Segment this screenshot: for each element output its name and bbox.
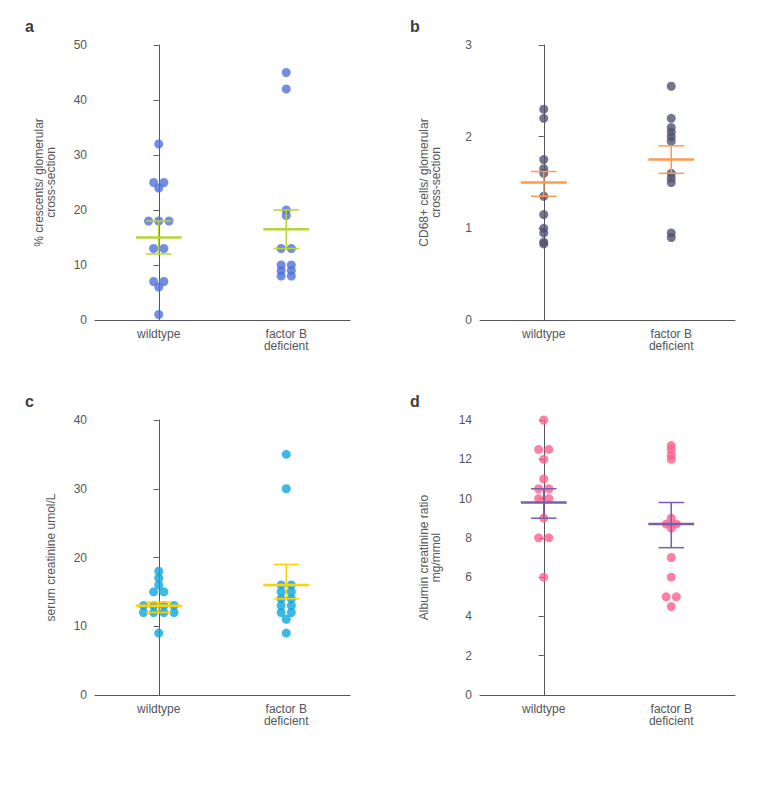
- svg-text:4: 4: [465, 609, 472, 623]
- svg-text:2: 2: [465, 130, 472, 144]
- svg-text:2: 2: [465, 649, 472, 663]
- svg-text:20: 20: [74, 551, 88, 565]
- svg-text:c: c: [25, 393, 34, 410]
- svg-text:10: 10: [74, 619, 88, 633]
- svg-text:0: 0: [80, 688, 87, 702]
- svg-text:Albumin creatinine ratio: Albumin creatinine ratio: [417, 494, 431, 621]
- svg-text:cross-section: cross-section: [44, 147, 58, 218]
- svg-text:b: b: [410, 18, 420, 35]
- svg-text:40: 40: [74, 93, 88, 107]
- svg-text:50: 50: [74, 38, 88, 52]
- svg-text:0: 0: [465, 688, 472, 702]
- svg-text:wildtype: wildtype: [136, 327, 181, 341]
- svg-text:deficient: deficient: [264, 714, 309, 728]
- svg-text:0: 0: [80, 313, 87, 327]
- svg-text:10: 10: [74, 258, 88, 272]
- svg-text:20: 20: [74, 203, 88, 217]
- svg-text:1: 1: [465, 221, 472, 235]
- svg-text:40: 40: [74, 413, 88, 427]
- svg-text:factor B: factor B: [650, 327, 692, 341]
- svg-text:6: 6: [465, 570, 472, 584]
- svg-text:8: 8: [465, 531, 472, 545]
- svg-text:wildtype: wildtype: [521, 702, 566, 716]
- svg-text:% crescents/ glomerular: % crescents/ glomerular: [32, 118, 46, 247]
- svg-text:serum creatinine umol/L: serum creatinine umol/L: [44, 493, 58, 621]
- svg-text:14: 14: [459, 413, 473, 427]
- svg-text:10: 10: [459, 492, 473, 506]
- svg-text:wildtype: wildtype: [136, 702, 181, 716]
- svg-text:factor B: factor B: [265, 702, 307, 716]
- svg-text:mg/mmol: mg/mmol: [429, 533, 443, 582]
- svg-text:cross-section: cross-section: [429, 147, 443, 218]
- svg-text:d: d: [410, 393, 420, 410]
- svg-text:a: a: [25, 18, 34, 35]
- svg-text:deficient: deficient: [649, 339, 694, 353]
- svg-text:deficient: deficient: [264, 339, 309, 353]
- svg-text:wildtype: wildtype: [521, 327, 566, 341]
- svg-text:3: 3: [465, 38, 472, 52]
- svg-text:factor B: factor B: [650, 702, 692, 716]
- svg-text:12: 12: [459, 452, 473, 466]
- svg-text:30: 30: [74, 482, 88, 496]
- svg-text:30: 30: [74, 148, 88, 162]
- svg-text:deficient: deficient: [649, 714, 694, 728]
- svg-text:CD68+ cells/ glomerular: CD68+ cells/ glomerular: [417, 118, 431, 247]
- svg-text:factor B: factor B: [265, 327, 307, 341]
- svg-text:0: 0: [465, 313, 472, 327]
